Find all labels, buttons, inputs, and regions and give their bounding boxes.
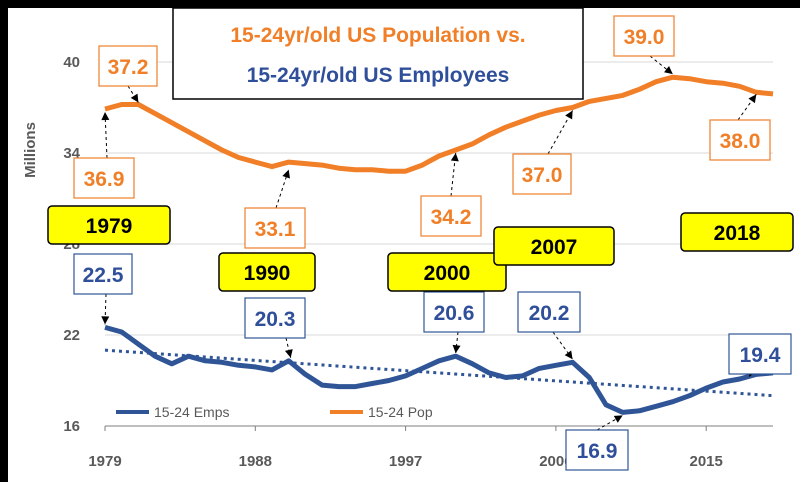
- emps-1990-arrowhead: [284, 349, 293, 358]
- legend: 15-24 Emps 15-24 Pop: [116, 404, 433, 420]
- pop-2007-box: [512, 153, 572, 195]
- pop-1979-box: [73, 157, 135, 199]
- emps-2007-box: [517, 291, 581, 333]
- pop-1979-arrowhead: [101, 112, 110, 121]
- pop-1990-box: [244, 207, 306, 249]
- emps-2018-label: 19.4: [740, 344, 781, 367]
- x-tick-label: 1979: [88, 453, 121, 470]
- x-tick-label: 1988: [239, 453, 272, 470]
- annotation-boxes: 37.2 36.9 33.1 34.2 37.0 39.0 38.0 22.5 20.3 20.6…: [47, 15, 794, 471]
- emps-2007-arrowhead: [564, 350, 573, 360]
- pop-2007-label: 37.0: [522, 164, 563, 187]
- emps-2000-box: [423, 291, 485, 333]
- x-tick-label: 2006: [539, 453, 572, 470]
- pop-1990-arrowhead: [282, 169, 290, 179]
- year-tag-2007: 2007: [531, 236, 578, 259]
- emps-1990-label: 20.3: [255, 308, 296, 331]
- pop-2000-box: [420, 195, 482, 237]
- year-tag-1990-box: [218, 252, 316, 292]
- emps-2018-box: [728, 333, 792, 375]
- emps-1979-arrowhead: [101, 316, 110, 325]
- pop-1979-label: 36.9: [84, 168, 125, 191]
- year-tag-2018-box: [680, 212, 794, 252]
- chart-title: 15-24yr/old US Population vs. 15-24yr/ol…: [172, 8, 584, 100]
- year-tag-2000: 2000: [424, 262, 471, 285]
- pop-2018-arrowhead: [748, 94, 757, 104]
- pop-1979-peak-label: 37.2: [108, 56, 149, 79]
- pop-2000-arrowhead: [450, 152, 459, 162]
- pop-2007-arrow: [547, 110, 574, 155]
- pop-2018-box: [709, 119, 771, 161]
- emps-2010-box: [565, 429, 629, 471]
- pop-2013-arrowhead: [664, 66, 673, 75]
- pop-1979-peak-box: [98, 45, 158, 87]
- year-tag-1979-box: [47, 205, 171, 245]
- pop-2007-arrowhead: [565, 110, 573, 120]
- pop-2000-label: 34.2: [431, 206, 472, 229]
- year-tag-2007-box: [493, 226, 615, 266]
- x-axis-ticks: 1979 1988 1997 2006 2015: [88, 426, 723, 470]
- pop-1990-arrow: [275, 169, 290, 209]
- emps-2010-arrowhead: [613, 415, 623, 423]
- x-tick-label: 1997: [389, 453, 422, 470]
- title-line-2: 15-24yr/old US Employees: [247, 64, 510, 87]
- title-line-1: 15-24yr/old US Population vs.: [230, 24, 525, 47]
- y-tick-label: 16: [63, 418, 80, 435]
- y-tick-label: 22: [63, 327, 80, 344]
- x-tick-label: 2015: [690, 453, 723, 470]
- year-tag-2000-box: [387, 252, 507, 292]
- emps-2000-arrowhead: [452, 344, 461, 354]
- pop-1979-peak-arrowhead: [130, 93, 139, 103]
- emps-1990-box: [244, 297, 306, 339]
- emps-2007-label: 20.2: [529, 302, 570, 325]
- year-tag-1979: 1979: [86, 215, 133, 238]
- emps-2000-label: 20.6: [434, 302, 475, 325]
- series-group: [104, 74, 774, 415]
- emps-2010-label: 16.9: [577, 440, 618, 463]
- title-box: [172, 8, 584, 100]
- y-tick-label: 40: [63, 54, 80, 71]
- legend-label-pop: 15-24 Pop: [368, 404, 433, 420]
- y-axis-label: Millions: [22, 122, 39, 178]
- pop-2018-label: 38.0: [720, 130, 761, 153]
- year-tag-1990: 1990: [244, 262, 291, 285]
- emps-1979-box: [73, 253, 133, 295]
- pop-2013-box: [613, 15, 675, 57]
- legend-label-emps: 15-24 Emps: [154, 404, 229, 420]
- emps-1979-label: 22.5: [83, 264, 124, 287]
- pop-2013-label: 39.0: [624, 26, 665, 49]
- year-tag-2018: 2018: [714, 222, 761, 245]
- pop-1990-label: 33.1: [255, 218, 296, 241]
